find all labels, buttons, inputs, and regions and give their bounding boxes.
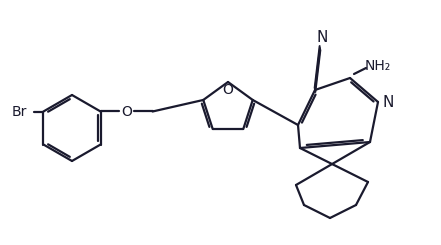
Text: N: N: [382, 95, 394, 110]
Text: O: O: [223, 83, 233, 97]
Text: N: N: [316, 30, 328, 46]
Text: O: O: [121, 105, 132, 119]
Text: Br: Br: [12, 105, 27, 119]
Text: NH₂: NH₂: [365, 59, 391, 73]
